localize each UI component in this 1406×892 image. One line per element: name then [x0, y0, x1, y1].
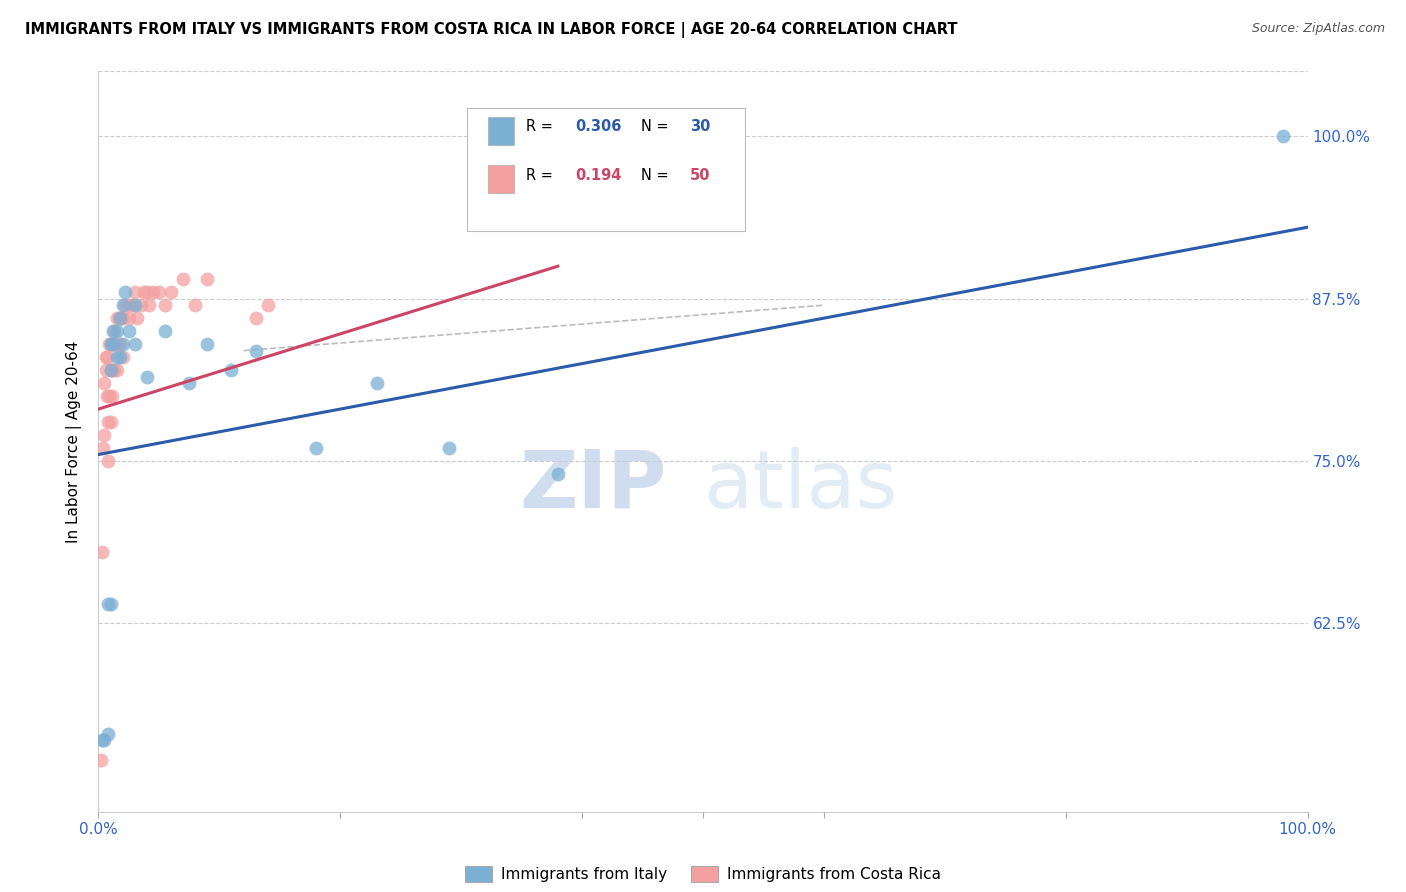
Point — [101, 324, 124, 338]
Text: IMMIGRANTS FROM ITALY VS IMMIGRANTS FROM COSTA RICA IN LABOR FORCE | AGE 20-64 C: IMMIGRANTS FROM ITALY VS IMMIGRANTS FROM… — [25, 22, 957, 38]
Point — [100, 597, 122, 611]
Point — [114, 285, 136, 300]
Point — [100, 337, 122, 351]
Point — [101, 337, 124, 351]
Point — [93, 376, 115, 390]
Point — [105, 324, 128, 338]
Point — [142, 285, 165, 300]
Point — [1272, 129, 1295, 144]
Point — [366, 376, 388, 390]
Point — [135, 369, 157, 384]
Legend: Immigrants from Italy, Immigrants from Costa Rica: Immigrants from Italy, Immigrants from C… — [458, 860, 948, 888]
Point — [111, 298, 134, 312]
Point — [305, 441, 328, 455]
Text: Source: ZipAtlas.com: Source: ZipAtlas.com — [1251, 22, 1385, 36]
Point — [110, 311, 132, 326]
Point — [437, 441, 460, 455]
Point — [138, 298, 160, 312]
Point — [108, 350, 131, 364]
Point — [121, 298, 143, 312]
Point — [184, 298, 207, 312]
Point — [105, 311, 128, 326]
Point — [100, 363, 122, 377]
Point — [100, 337, 122, 351]
Point — [105, 350, 128, 364]
Point — [124, 298, 146, 312]
Point — [97, 454, 120, 468]
Text: R =: R = — [526, 168, 558, 183]
Point — [97, 727, 120, 741]
Text: N =: N = — [641, 168, 673, 183]
Point — [101, 363, 124, 377]
Point — [97, 597, 120, 611]
Point — [547, 467, 569, 481]
Y-axis label: In Labor Force | Age 20-64: In Labor Force | Age 20-64 — [66, 341, 83, 542]
Point — [103, 363, 125, 377]
Point — [127, 311, 149, 326]
Point — [172, 272, 194, 286]
FancyBboxPatch shape — [488, 165, 515, 193]
Point — [160, 285, 183, 300]
Point — [90, 753, 112, 767]
Point — [100, 337, 122, 351]
Point — [105, 363, 128, 377]
Text: atlas: atlas — [703, 447, 897, 525]
Point — [256, 298, 278, 312]
Point — [111, 311, 134, 326]
Point — [101, 337, 124, 351]
Point — [108, 311, 131, 326]
Point — [221, 363, 243, 377]
Point — [245, 343, 267, 358]
Point — [91, 441, 114, 455]
Point — [97, 415, 120, 429]
Point — [114, 298, 136, 312]
Point — [98, 337, 121, 351]
Point — [91, 545, 114, 559]
Point — [129, 298, 152, 312]
Text: R =: R = — [526, 120, 558, 135]
Point — [118, 311, 141, 326]
Point — [96, 350, 118, 364]
Text: 0.306: 0.306 — [575, 120, 621, 135]
Point — [148, 285, 170, 300]
Point — [245, 311, 267, 326]
Point — [107, 337, 129, 351]
Point — [108, 311, 131, 326]
Point — [153, 298, 176, 312]
Point — [135, 285, 157, 300]
Point — [91, 733, 114, 747]
Point — [134, 285, 156, 300]
Point — [103, 324, 125, 338]
Point — [94, 363, 117, 377]
Point — [111, 350, 134, 364]
Point — [100, 363, 122, 377]
Point — [100, 415, 122, 429]
Point — [94, 350, 117, 364]
Point — [98, 389, 121, 403]
Point — [108, 337, 131, 351]
Point — [111, 337, 134, 351]
Point — [118, 298, 141, 312]
FancyBboxPatch shape — [488, 117, 515, 145]
Point — [153, 324, 176, 338]
Point — [179, 376, 201, 390]
Point — [104, 337, 127, 351]
Point — [93, 428, 115, 442]
Text: 30: 30 — [690, 120, 710, 135]
Point — [100, 389, 122, 403]
Point — [195, 272, 218, 286]
Point — [195, 337, 218, 351]
Text: 0.194: 0.194 — [575, 168, 621, 183]
Text: ZIP: ZIP — [519, 447, 666, 525]
FancyBboxPatch shape — [467, 109, 745, 230]
Point — [124, 337, 146, 351]
Point — [96, 389, 118, 403]
Point — [124, 285, 146, 300]
Text: 50: 50 — [690, 168, 710, 183]
Text: N =: N = — [641, 120, 673, 135]
Point — [118, 324, 141, 338]
Point — [93, 733, 115, 747]
